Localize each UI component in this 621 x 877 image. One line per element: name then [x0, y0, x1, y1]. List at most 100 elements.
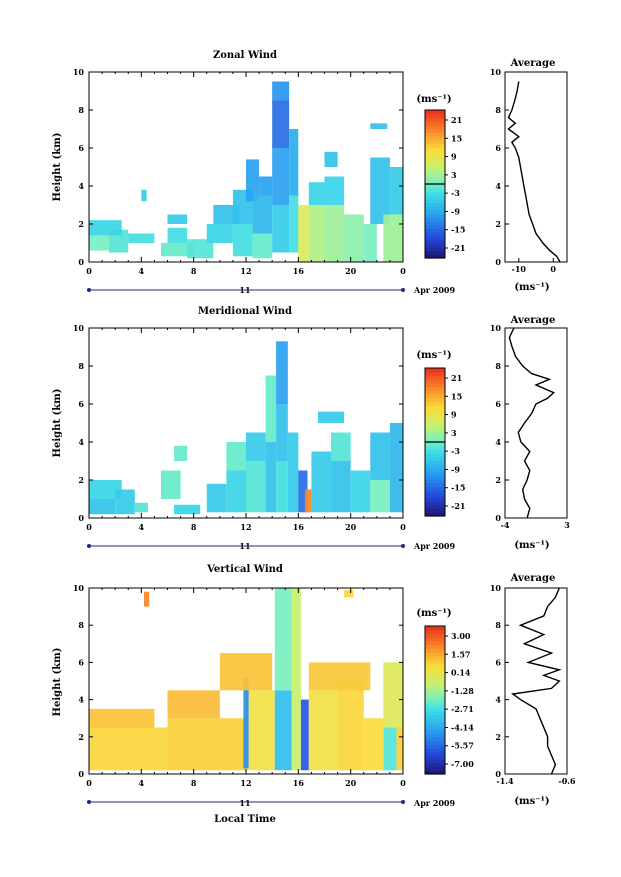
- heatmap-cell: [291, 588, 301, 771]
- colorbar-segment: [425, 703, 445, 708]
- heatmap-cell: [287, 432, 299, 513]
- colorbar-segment: [425, 762, 445, 768]
- colorbar-unit: (ms⁻¹): [416, 350, 451, 361]
- colorbar-segment: [425, 471, 445, 476]
- colorbar-segment: [425, 755, 445, 760]
- heatmap-cell: [311, 451, 332, 513]
- colorbar-segment: [425, 711, 445, 716]
- heatmap-cell: [276, 404, 288, 461]
- colorbar-segment: [425, 172, 445, 178]
- heatmap-cell: [363, 224, 377, 262]
- day-bar-end: [401, 800, 405, 804]
- avg-x-tick-label: 0: [550, 264, 556, 274]
- colorbar-segment: [425, 640, 445, 646]
- colorbar-segment: [425, 674, 445, 679]
- panel-title: Meridional Wind: [198, 306, 292, 317]
- colorbar-unit: (ms⁻¹): [416, 608, 451, 619]
- colorbar-segment: [425, 445, 445, 450]
- heatmap-cell: [89, 727, 168, 771]
- avg-title: Average: [510, 58, 556, 69]
- colorbar-segment: [425, 486, 445, 491]
- colorbar-segment: [425, 184, 445, 189]
- x-tick-label: 4: [139, 778, 145, 788]
- x-tick-label: 0: [400, 778, 406, 788]
- colorbar-segment: [425, 707, 445, 712]
- colorbar-segment: [425, 221, 445, 226]
- heatmap-cell: [265, 375, 277, 442]
- colorbar-segment: [425, 202, 445, 207]
- y-tick-label: 10: [73, 583, 85, 593]
- colorbar-segment: [425, 393, 445, 399]
- colorbar-tick-label: -2.71: [451, 704, 474, 714]
- heatmap-cell: [274, 690, 292, 771]
- colorbar-segment: [425, 666, 445, 671]
- colorbar-tick-label: -5.57: [451, 741, 474, 751]
- colorbar-tick-label: -21: [451, 243, 465, 253]
- avg-title: Average: [510, 315, 556, 326]
- y-axis-label: Height (km): [52, 648, 63, 717]
- avg-unit: (ms⁻¹): [514, 282, 549, 293]
- colorbar-segment: [425, 412, 445, 417]
- colorbar-segment: [425, 430, 445, 436]
- heatmap-cell: [383, 662, 403, 728]
- colorbar-segment: [425, 147, 445, 152]
- colorbar-segment: [425, 685, 445, 690]
- colorbar-tick-label: -3: [451, 446, 460, 456]
- heatmap-cell: [272, 81, 290, 101]
- colorbar-segment: [425, 626, 445, 631]
- colorbar-segment: [425, 464, 445, 469]
- colorbar-tick-label: 0.14: [451, 668, 471, 678]
- colorbar-segment: [425, 239, 445, 244]
- colorbar-segment: [425, 633, 445, 638]
- date-label: Apr 2009: [413, 285, 456, 295]
- avg-y-tick-label: 2: [495, 219, 501, 229]
- y-tick-label: 0: [78, 769, 84, 779]
- panel-vertical: Vertical Wind Height (km) (ms⁻¹) Apr 200…: [52, 564, 555, 825]
- avg-y-tick-label: 10: [490, 67, 502, 77]
- heatmap-cell: [276, 461, 288, 513]
- heatmap-cell: [272, 205, 290, 253]
- colorbar-segment: [425, 176, 445, 181]
- colorbar-tick-label: 9: [451, 152, 457, 162]
- colorbar-segment: [425, 135, 445, 141]
- colorbar-tick-label: -7.00: [451, 759, 474, 769]
- avg-y-tick-label: 4: [495, 695, 501, 705]
- day-bar-end: [401, 544, 405, 548]
- colorbar-segment: [425, 423, 445, 428]
- heatmap-cell: [187, 239, 214, 259]
- colorbar-tick-label: -15: [451, 483, 465, 493]
- date-label: Apr 2009: [413, 541, 456, 551]
- colorbar-segment: [425, 246, 445, 252]
- colorbar-segment: [425, 438, 445, 443]
- x-tick-label: 16: [293, 778, 305, 788]
- x-axis-label: Local Time: [214, 814, 276, 825]
- x-tick-label: 0: [86, 522, 92, 532]
- heatmap-cell: [128, 233, 155, 243]
- heatmap-cell: [370, 480, 390, 513]
- day-bar-end: [401, 288, 405, 292]
- colorbar-segment: [425, 475, 445, 480]
- colorbar-segment: [425, 165, 445, 170]
- heatmap-cell: [308, 690, 338, 771]
- y-tick-label: 2: [78, 732, 84, 742]
- colorbar-segment: [425, 467, 445, 473]
- heatmap-cell: [298, 205, 309, 262]
- colorbar-segment: [425, 637, 445, 642]
- heatmap-cell: [324, 151, 338, 167]
- heatmap-cell: [259, 176, 273, 196]
- x-tick-label: 12: [240, 266, 251, 276]
- colorbar-segment: [425, 512, 445, 517]
- colorbar-segment: [425, 442, 445, 447]
- heatmap-cell: [246, 432, 266, 461]
- heatmap-cell: [383, 214, 403, 262]
- colorbar-segment: [425, 770, 445, 775]
- colorbar-segment: [425, 696, 445, 701]
- colorbar-segment: [425, 759, 445, 764]
- colorbar-tick-label: 15: [451, 133, 462, 143]
- avg-profile-line: [507, 81, 561, 263]
- x-tick-label: 12: [240, 778, 251, 788]
- heatmap-cell: [219, 653, 273, 691]
- heatmap-cell: [232, 224, 253, 257]
